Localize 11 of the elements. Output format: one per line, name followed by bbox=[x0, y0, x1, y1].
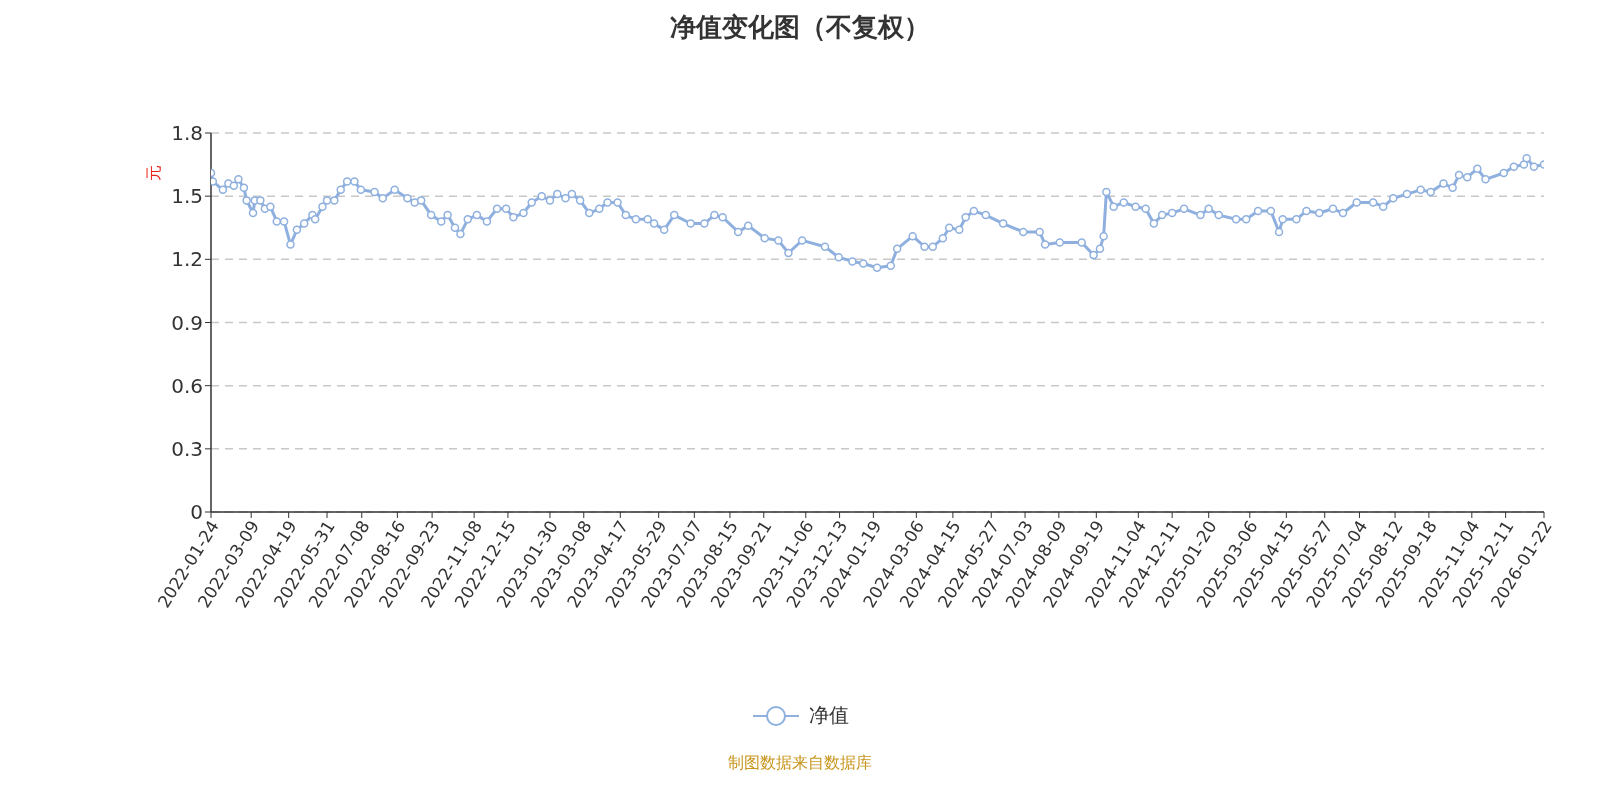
chart-title: 净值变化图（不复权） bbox=[669, 11, 931, 44]
text: 制图数据来自数据库 bbox=[727, 753, 873, 774]
legend-label: 净值 bbox=[809, 702, 849, 729]
y-tick-label: 1.5 bbox=[171, 184, 203, 209]
y-tick-label: 1.8 bbox=[171, 121, 203, 146]
y-tick-label: 0.9 bbox=[171, 310, 203, 335]
y-tick-label: 0 bbox=[190, 500, 203, 525]
y-tick-label: 1.2 bbox=[171, 247, 203, 272]
y-axis-title: 元 bbox=[144, 165, 163, 181]
y-tick-label: 0.6 bbox=[171, 373, 203, 398]
y-tick-label: 0.3 bbox=[171, 436, 203, 461]
